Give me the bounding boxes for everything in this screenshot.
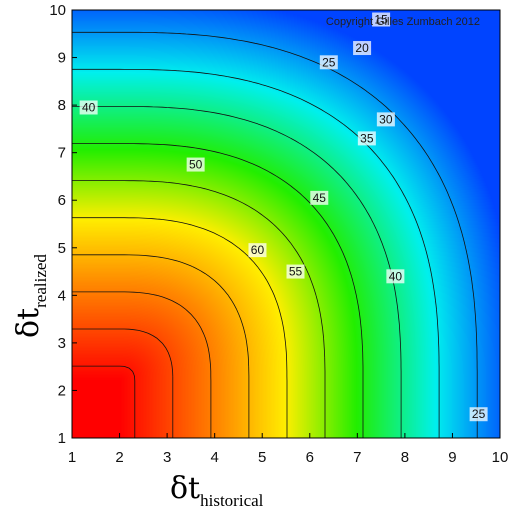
- contour-line-45: [72, 254, 250, 438]
- contour-label-text: 55: [289, 265, 303, 279]
- y-tick-label: 5: [58, 240, 66, 257]
- x-tick-label: 3: [163, 449, 171, 466]
- x-axis-symbol: δt: [170, 471, 200, 506]
- contour-line-60: [72, 365, 136, 438]
- contour-label-8: 55: [286, 264, 305, 279]
- x-axis-title: δthistorical: [170, 471, 264, 510]
- contour-label-bg: [469, 407, 488, 422]
- y-axis-subscript: realized: [31, 254, 50, 308]
- contour-label-text: 35: [360, 131, 374, 145]
- heatmap-surface: [72, 10, 500, 438]
- contour-line-20: [72, 68, 440, 438]
- x-tick-label: 5: [258, 449, 266, 466]
- y-tick-label: 2: [58, 382, 66, 399]
- y-tick-label: 8: [58, 97, 66, 114]
- contour-label-bg: [386, 269, 405, 284]
- x-axis-subscript: historical: [200, 491, 264, 510]
- y-tick-label: 6: [58, 192, 66, 209]
- contour-line-40: [72, 217, 288, 438]
- contour-label-bg: [79, 100, 98, 115]
- y-tick-label: 7: [58, 145, 66, 162]
- contour-label-4: 35: [357, 131, 376, 146]
- contour-line-15: [72, 31, 478, 438]
- y-tick-label: 1: [58, 430, 66, 447]
- x-tick-label: 6: [306, 449, 314, 466]
- y-tick-label: 3: [58, 335, 66, 352]
- x-tick-label: 4: [210, 449, 218, 466]
- contour-label-3: 30: [376, 112, 395, 127]
- y-tick-label: 9: [58, 50, 66, 67]
- contour-label-bg: [357, 131, 376, 146]
- contour-label-text: 15: [374, 13, 388, 27]
- contour-label-bg: [353, 41, 372, 56]
- x-tick-label: 10: [492, 449, 509, 466]
- y-tick-label: 4: [58, 287, 66, 304]
- contour-label-bg: [248, 243, 267, 258]
- contour-label-text: 45: [313, 191, 327, 205]
- contour-label-1: 20: [353, 41, 372, 56]
- contour-label-2: 25: [319, 55, 338, 70]
- contour-line-35: [72, 180, 326, 438]
- contour-label-text: 25: [322, 55, 336, 69]
- contour-label-6: 45: [310, 190, 329, 205]
- contour-label-10: 40: [386, 269, 405, 284]
- contour-label-text: 30: [379, 112, 393, 126]
- contour-label-text: 40: [82, 100, 96, 114]
- contour-label-5: 40: [79, 100, 98, 115]
- contour-label-text: 25: [472, 407, 486, 421]
- contour-label-bg: [372, 12, 391, 27]
- contour-label-11: 25: [469, 407, 488, 422]
- contour-line-55: [72, 328, 174, 438]
- contour-line-25: [72, 106, 402, 438]
- x-tick-label: 8: [401, 449, 409, 466]
- y-tick-label: 10: [49, 2, 66, 19]
- x-tick-label: 2: [115, 449, 123, 466]
- y-axis-ticks: 1 2 3 4 5 6 7 8 9 10: [49, 2, 77, 447]
- contour-label-7: 50: [186, 157, 205, 172]
- contour-lines: [72, 31, 478, 438]
- contour-label-text: 50: [189, 158, 203, 172]
- contour-label-bg: [319, 55, 338, 70]
- contour-label-text: 40: [389, 269, 403, 283]
- contour-label-bg: [310, 190, 329, 205]
- y-axis-symbol: δt: [11, 308, 46, 338]
- x-tick-label: 7: [353, 449, 361, 466]
- contour-label-9: 60: [248, 243, 267, 258]
- contour-label-text: 20: [355, 41, 369, 55]
- x-tick-label: 9: [448, 449, 456, 466]
- contour-label-0: 15: [372, 12, 391, 27]
- plot-frame: [71, 9, 501, 439]
- x-axis-ticks: 1 2 3 4 5 6 7 8 9 10: [68, 433, 509, 466]
- y-axis-title: δtrealized: [11, 254, 50, 338]
- contour-label-bg: [286, 264, 305, 279]
- contour-line-30: [72, 143, 364, 438]
- contour-line-50: [72, 291, 212, 438]
- copyright-annotation: Copyright Gilles Zumbach 2012: [326, 16, 480, 28]
- x-tick-label: 1: [68, 449, 76, 466]
- contour-label-bg: [186, 157, 205, 172]
- contour-labels: 15 20 25 30 35 40 45 50 55 60 40 25: [79, 12, 488, 422]
- contour-label-text: 60: [251, 243, 265, 257]
- contour-label-bg: [376, 112, 395, 127]
